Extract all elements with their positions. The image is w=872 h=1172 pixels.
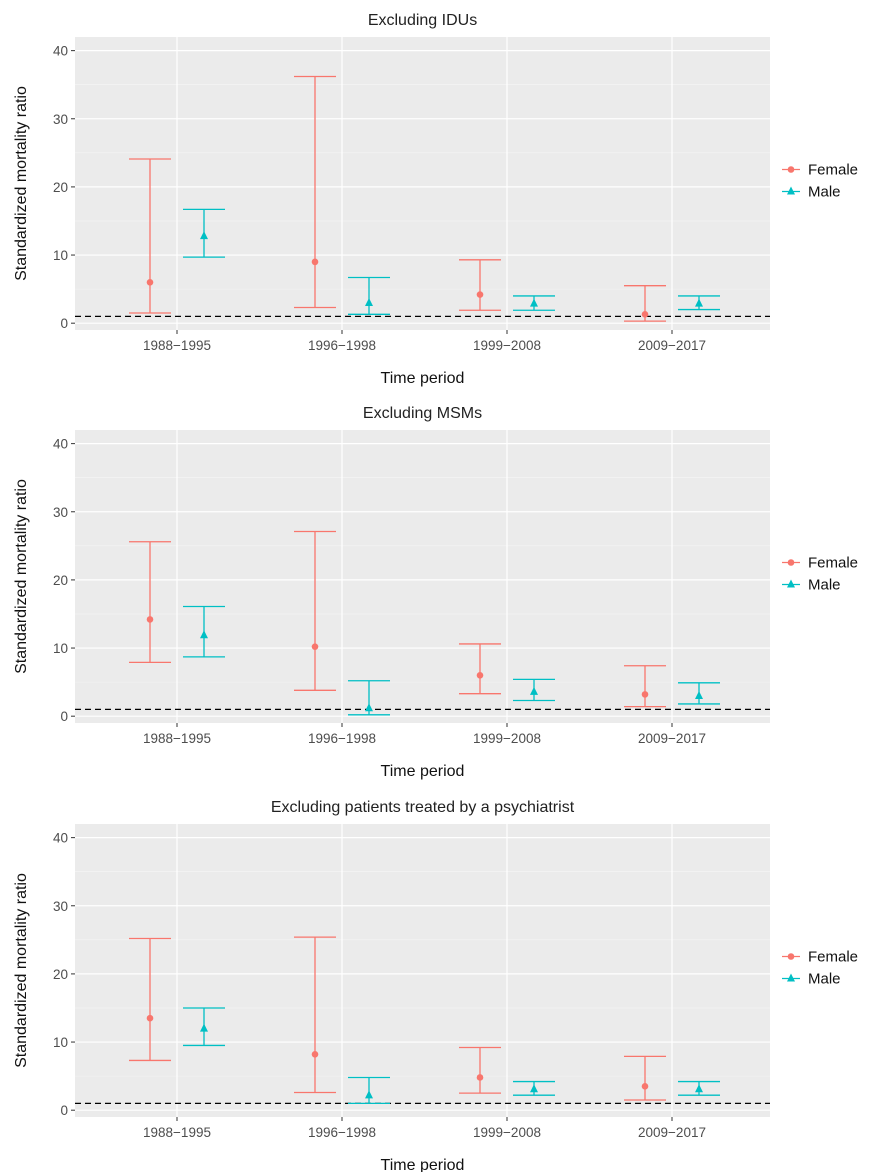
chart-title: Excluding IDUs — [368, 12, 477, 29]
data-point — [365, 1090, 373, 1099]
plot-background — [75, 37, 770, 330]
y-tick-label: 10 — [53, 1035, 68, 1050]
x-tick-label: 2009−2017 — [638, 338, 706, 353]
data-point — [641, 691, 649, 698]
legend-label: Female — [808, 949, 858, 966]
legend-key-marker — [787, 559, 795, 566]
y-tick-label: 20 — [53, 573, 68, 588]
legend-key-marker — [787, 953, 795, 960]
legend-label: Male — [808, 577, 841, 594]
data-point — [311, 258, 319, 266]
x-tick-label: 1999−2008 — [473, 1125, 541, 1140]
data-point — [476, 291, 484, 298]
y-tick-label: 0 — [60, 316, 68, 331]
y-tick-label: 40 — [53, 831, 68, 846]
y-tick-label: 30 — [53, 505, 68, 520]
series-male — [183, 1007, 720, 1105]
data-point — [530, 1084, 538, 1093]
plot-background — [75, 824, 770, 1117]
legend-label: Male — [808, 184, 841, 201]
y-tick-label: 30 — [53, 899, 68, 914]
data-point — [200, 1023, 208, 1032]
chart-title: Excluding MSMs — [363, 405, 482, 422]
data-point — [476, 1074, 484, 1081]
legend-key-marker — [787, 973, 795, 982]
legend-label: Female — [808, 162, 858, 179]
data-point — [365, 703, 373, 712]
series-female — [129, 75, 666, 322]
series-male — [183, 605, 720, 716]
legend-label: Male — [808, 971, 841, 988]
data-point — [641, 1083, 649, 1090]
y-tick-label: 0 — [60, 709, 68, 724]
x-tick-label: 1999−2008 — [473, 338, 541, 353]
chart-panel-1: Excluding IDUs 0 10 20 30 40 1988−1995 1996−199… — [13, 12, 858, 387]
x-tick-label: 1988−1995 — [143, 338, 211, 353]
data-point — [695, 690, 703, 699]
data-point — [530, 686, 538, 695]
data-point — [311, 1051, 319, 1058]
x-axis-title: Time period — [381, 370, 465, 387]
data-point — [146, 616, 154, 623]
legend-label: Female — [808, 555, 858, 572]
x-tick-label: 1988−1995 — [143, 731, 211, 746]
legend-key-marker — [787, 186, 795, 195]
data-point — [695, 298, 703, 307]
series-female — [129, 936, 666, 1101]
x-axis-title: Time period — [381, 1157, 465, 1172]
series-male — [183, 208, 720, 315]
y-tick-label: 20 — [53, 180, 68, 195]
y-tick-label: 10 — [53, 641, 68, 656]
series-female — [129, 530, 666, 708]
x-tick-label: 2009−2017 — [638, 1125, 706, 1140]
data-point — [200, 231, 208, 240]
chart-title: Excluding patients treated by a psychiat… — [271, 799, 575, 816]
y-tick-label: 10 — [53, 248, 68, 263]
x-tick-label: 1988−1995 — [143, 1125, 211, 1140]
legend-key-marker — [787, 166, 795, 173]
x-tick-label: 1996−1998 — [308, 338, 376, 353]
legend: Female Male — [782, 949, 858, 988]
y-tick-label: 0 — [60, 1103, 68, 1118]
data-point — [146, 279, 154, 286]
y-axis-title: Standardized mortality ratio — [13, 86, 30, 281]
legend: Female Male — [782, 555, 858, 594]
x-tick-label: 1996−1998 — [308, 1125, 376, 1140]
y-tick-label: 40 — [53, 437, 68, 452]
x-axis-title: Time period — [381, 763, 465, 780]
data-point — [641, 311, 649, 318]
x-tick-label: 1999−2008 — [473, 731, 541, 746]
data-point — [311, 643, 319, 650]
data-point — [530, 298, 538, 307]
y-tick-label: 20 — [53, 967, 68, 982]
y-tick-label: 40 — [53, 44, 68, 59]
data-point — [476, 672, 484, 679]
chart-panel-2: Excluding MSMs 0 10 20 30 40 1988−1995 1996−199… — [13, 405, 858, 780]
data-point — [695, 1084, 703, 1093]
legend: Female Male — [782, 162, 858, 201]
chart-panel-3: Excluding patients treated by a psychiat… — [13, 799, 858, 1172]
data-point — [200, 630, 208, 639]
x-tick-label: 1996−1998 — [308, 731, 376, 746]
y-axis-title: Standardized mortality ratio — [13, 873, 30, 1068]
y-axis-title: Standardized mortality ratio — [13, 479, 30, 674]
y-tick-label: 30 — [53, 112, 68, 127]
plot-background — [75, 430, 770, 723]
data-point — [365, 297, 373, 306]
legend-key-marker — [787, 579, 795, 588]
data-point — [146, 1014, 154, 1022]
x-tick-label: 2009−2017 — [638, 731, 706, 746]
